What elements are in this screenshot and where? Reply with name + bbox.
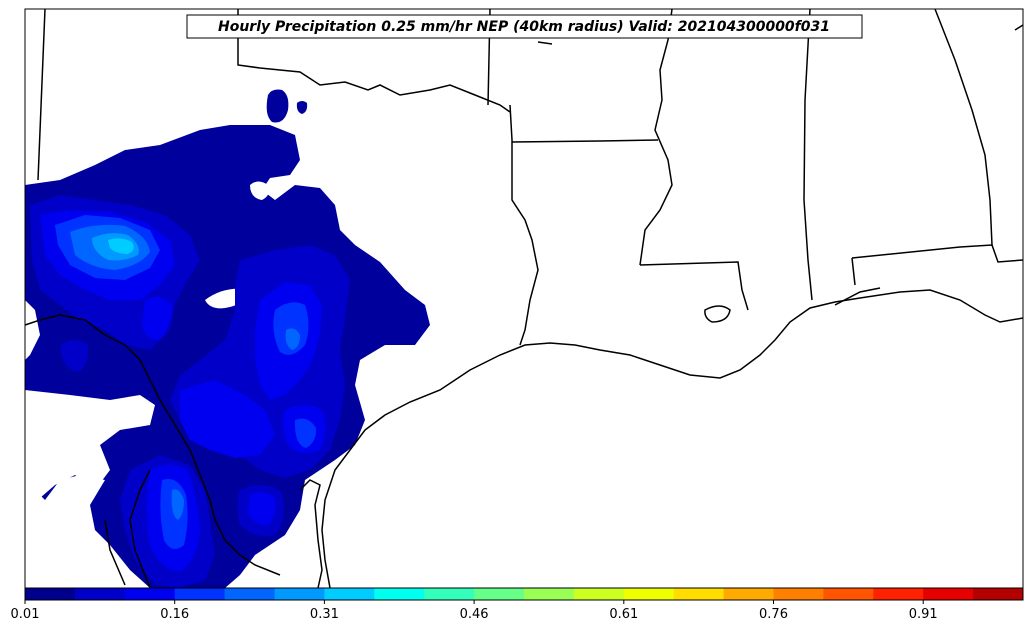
colorbar-segment [424,588,475,600]
precip-cell-small [266,89,289,123]
precip-area-level5 [285,328,300,350]
colorbar-ticks: 0.01 0.16 0.31 0.46 0.61 0.76 0.91 [11,600,938,622]
precipitation-shading [25,89,430,588]
colorbar-segment [274,588,325,600]
colorbar-segment [873,588,924,600]
state-border [639,261,749,311]
coastline [537,41,553,45]
map-title-box: Hourly Precipitation 0.25 mm/hr NEP (40k… [186,14,863,39]
precip-gap [25,390,155,498]
colorbar-tick-label: 0.01 [11,607,40,622]
colorbar-segment [773,588,824,600]
coastline [321,289,1024,589]
state-border [803,8,813,301]
precip-gap [25,300,40,360]
colorbar-segment [74,588,126,600]
colorbar-tick-label: 0.16 [160,607,189,622]
precip-gap [250,181,270,200]
international-border [104,519,126,586]
colorbar-segment [923,588,974,600]
state-border [934,8,993,246]
precip-area-level4 [294,418,317,448]
coastline [834,287,881,306]
state-border [37,8,46,181]
state-border [851,257,856,286]
state-border [237,9,511,113]
precip-area-level3 [248,492,276,525]
precip-cell-small [296,101,308,114]
state-border [639,8,673,266]
colorbar-segment [25,588,76,600]
colorbar-segment [374,588,425,600]
international-border [24,314,281,576]
colorbar-segment [474,588,525,600]
precip-area-level2 [60,340,89,372]
geographic-boundaries [24,8,1024,589]
precip-area-level5 [171,489,184,520]
colorbar-tick-label: 0.76 [759,607,788,622]
coastline [704,305,731,323]
map-title: Hourly Precipitation 0.25 mm/hr NEP (40k… [218,19,830,35]
precip-area-level3 [180,380,275,458]
colorbar [25,588,1024,600]
colorbar-segment [623,588,675,600]
colorbar-segment [723,588,774,600]
colorbar-frame [24,587,1024,601]
precip-area-level3 [142,296,172,340]
colorbar-segment [673,588,725,600]
colorbar-segment [524,588,575,600]
state-border [511,139,659,143]
colorbar-segment [324,588,375,600]
colorbar-segment [973,588,1024,600]
colorbar-segment [124,588,176,600]
colorbar-tick-label: 0.46 [460,607,489,622]
colorbar-segment [174,588,226,600]
international-border [129,469,151,589]
coastline [1014,24,1024,31]
title-background [186,14,863,39]
colorbar-tick-label: 0.91 [909,607,938,622]
state-border [851,244,1024,263]
state-border [509,104,539,346]
colorbar-segment [224,588,275,600]
coastline [299,479,323,589]
colorbar-segment [573,588,625,600]
colorbar-segment [823,588,874,600]
colorbar-tick-label: 0.31 [310,607,339,622]
precip-area-level7 [108,238,134,254]
colorbar-tick-label: 0.61 [609,607,638,622]
